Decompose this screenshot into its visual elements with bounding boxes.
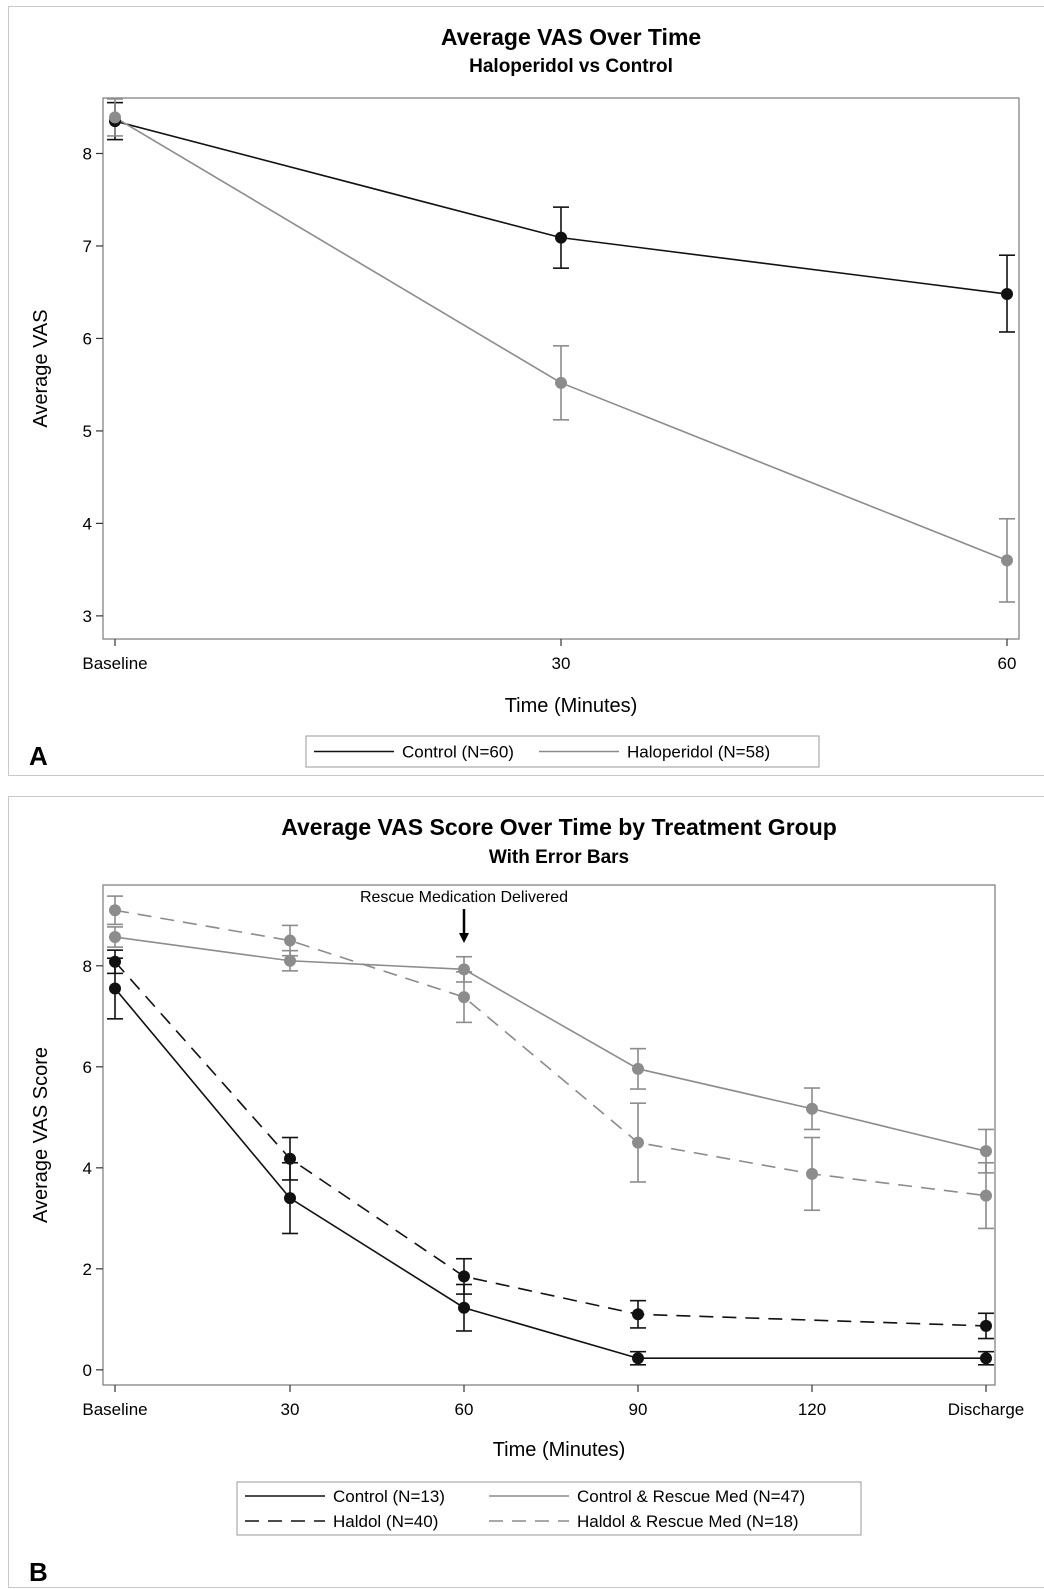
chart-b-title: Average VAS Score Over Time by Treatment… xyxy=(281,814,837,840)
chart-panel-a: Average VAS Over Time Haloperidol vs Cont… xyxy=(8,6,1044,776)
chart-b-xtick-label: Discharge xyxy=(948,1400,1025,1419)
chart-b-legend-label: Haldol (N=40) xyxy=(333,1512,438,1531)
chart-b-series-line xyxy=(114,988,986,1360)
chart-b-data-point xyxy=(980,1352,992,1365)
chart-b-data-point xyxy=(632,1062,644,1075)
chart-b-legend-box xyxy=(236,1481,862,1536)
chart-b-ytick-label: 6 xyxy=(83,1058,92,1077)
chart-b-ytick-label: 0 xyxy=(83,1361,92,1380)
chart-a-data-point xyxy=(1001,288,1013,301)
chart-b-data-point xyxy=(109,904,121,917)
chart-b-annotation-text: Rescue Medication Delivered xyxy=(360,889,568,906)
chart-a-ytick-label: 5 xyxy=(83,422,92,441)
chart-a-data-point xyxy=(555,376,567,389)
chart-b-data-point xyxy=(458,991,470,1004)
chart-a-ytick-label: 8 xyxy=(83,144,92,163)
chart-b-data-point xyxy=(806,1102,818,1115)
chart-b-ytick-label: 8 xyxy=(83,957,92,976)
chart-b-ytick-label: 4 xyxy=(83,1159,92,1178)
chart-b-data-point xyxy=(109,931,121,944)
chart-a-subtitle: Haloperidol vs Control xyxy=(469,56,673,77)
chart-b-legend-label: Control (N=13) xyxy=(333,1487,445,1506)
chart-b-series-line xyxy=(114,909,987,1197)
chart-a-svg: Average VAS Over Time Haloperidol vs Cont… xyxy=(29,24,1020,771)
chart-a-ytick-label: 4 xyxy=(83,514,92,533)
chart-a-yaxis-label: Average VAS xyxy=(30,309,52,427)
chart-b-plot-frame xyxy=(102,884,996,1386)
chart-b-data-point xyxy=(806,1167,818,1180)
chart-b-xtick-label: 120 xyxy=(798,1400,826,1419)
chart-b-data-point xyxy=(458,1270,470,1283)
chart-b-subtitle: With Error Bars xyxy=(489,847,629,868)
chart-a-panel-letter: A xyxy=(29,741,48,771)
chart-b-data-point xyxy=(284,1192,296,1205)
chart-b-data-point xyxy=(980,1145,992,1158)
chart-b-annotation-arrow-head xyxy=(459,933,469,943)
chart-a-legend-label: Control (N=60) xyxy=(402,743,514,762)
chart-b-data-point xyxy=(632,1136,644,1149)
chart-b-svg: Average VAS Score Over Time by Treatment… xyxy=(29,814,1025,1587)
chart-panel-b: Average VAS Score Over Time by Treatment… xyxy=(8,796,1044,1588)
chart-b-data-point xyxy=(109,982,121,995)
chart-a-series-line xyxy=(114,116,1008,562)
chart-a-legend-label: Haloperidol (N=58) xyxy=(627,743,770,762)
chart-b-xtick-label: Baseline xyxy=(82,1400,147,1419)
chart-b-xtick-label: 90 xyxy=(629,1400,648,1419)
chart-a-xtick-label: Baseline xyxy=(82,654,147,673)
chart-a-ytick-label: 7 xyxy=(83,237,92,256)
chart-a-data-point xyxy=(109,111,121,124)
chart-a-xtick-label: 60 xyxy=(998,654,1017,673)
chart-b-ytick-label: 2 xyxy=(83,1260,92,1279)
chart-b-data-point xyxy=(632,1308,644,1321)
chart-b-xtick-label: 30 xyxy=(281,1400,300,1419)
chart-b-legend-label: Control & Rescue Med (N=47) xyxy=(577,1487,805,1506)
chart-b-data-point xyxy=(980,1189,992,1202)
chart-b-data-point xyxy=(980,1319,992,1332)
chart-b-yaxis-label: Average VAS Score xyxy=(30,1047,52,1223)
chart-b-legend-label: Haldol & Rescue Med (N=18) xyxy=(577,1512,799,1531)
chart-a-xaxis-label: Time (Minutes) xyxy=(505,695,638,717)
chart-a-ytick-label: 6 xyxy=(83,329,92,348)
chart-b-series-line xyxy=(114,936,987,1152)
chart-b-data-point xyxy=(284,934,296,947)
chart-a-xtick-label: 30 xyxy=(552,654,571,673)
chart-b-data-point xyxy=(284,954,296,967)
chart-b-panel-letter: B xyxy=(29,1557,48,1587)
chart-a-ytick-label: 3 xyxy=(83,607,92,626)
chart-b-data-point xyxy=(458,963,470,976)
chart-a-data-point xyxy=(555,231,567,244)
chart-b-data-point xyxy=(632,1352,644,1365)
chart-b-xtick-label: 60 xyxy=(455,1400,474,1419)
chart-a-title: Average VAS Over Time xyxy=(441,24,701,50)
chart-a-data-point xyxy=(1001,554,1013,567)
chart-b-data-point xyxy=(109,955,121,968)
chart-b-data-point xyxy=(458,1301,470,1314)
chart-b-xaxis-label: Time (Minutes) xyxy=(493,1439,626,1461)
chart-b-data-point xyxy=(284,1152,296,1165)
